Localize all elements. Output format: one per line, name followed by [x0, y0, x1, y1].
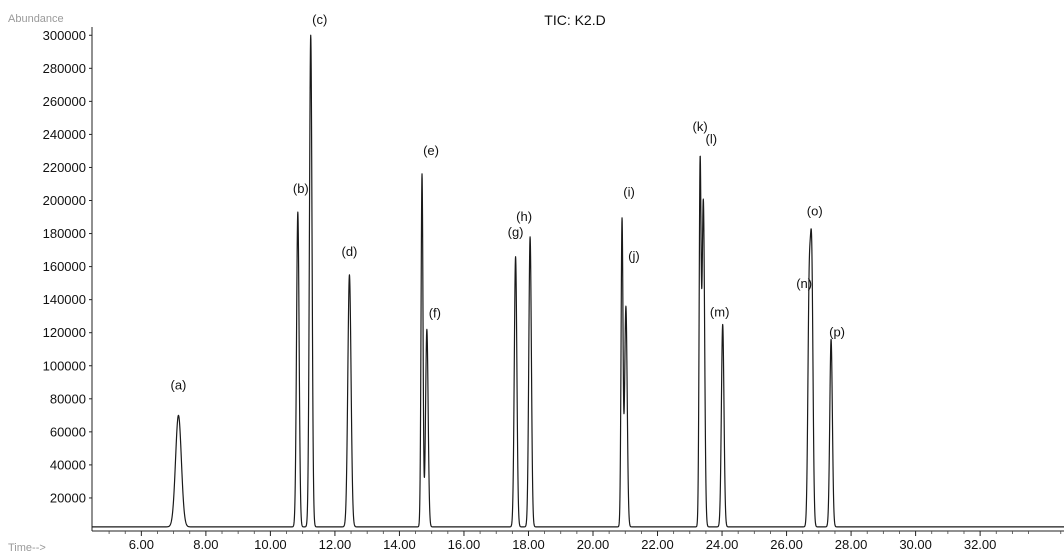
x-tick-label: 24.00: [706, 537, 739, 552]
chart-title: TIC: K2.D: [544, 12, 605, 28]
x-axis-ticks: 6.00 8.00 10.00 12.00 14.00 16.00 18.00 20.00 22…: [108, 531, 1062, 552]
peak-label: (l): [706, 132, 718, 147]
y-tick-label: 100000: [43, 358, 86, 373]
peak-label: (b): [293, 181, 309, 196]
x-tick-label: 12.00: [319, 537, 352, 552]
tic-trace-line: [91, 34, 1064, 528]
tic-trace: [91, 34, 1064, 528]
x-tick-label: 18.00: [512, 537, 545, 552]
y-tick-label: 60000: [50, 424, 86, 439]
peak-label: (p): [829, 324, 845, 339]
peak-label: (m): [710, 304, 730, 319]
y-tick-label: 280000: [43, 61, 86, 76]
x-tick-label: 10.00: [254, 537, 287, 552]
y-tick-label: 180000: [43, 226, 86, 241]
peak-label: (g): [508, 225, 524, 240]
axes: [91, 27, 1064, 532]
y-tick-label: 160000: [43, 259, 86, 274]
y-tick-label: 80000: [50, 391, 86, 406]
x-axis-label: Time-->: [8, 542, 46, 554]
peak-label: (k): [693, 119, 708, 134]
y-tick-label: 240000: [43, 127, 86, 142]
y-axis-ticks: 20000 40000 60000 80000 100000 120000 140000 16…: [43, 28, 92, 505]
y-tick-label: 40000: [50, 457, 86, 472]
peak-labels: (a) (b) (c) (d) (e) (f) (g)(h) (i) (j) (k)(l) (m) (…: [171, 12, 846, 392]
peak-label: (a): [171, 377, 187, 392]
y-tick-label: 120000: [43, 325, 86, 340]
peak-label: (n): [796, 276, 812, 291]
peak-label: (h): [516, 209, 532, 224]
x-tick-label: 16.00: [448, 537, 481, 552]
peak-label: (i): [623, 184, 635, 199]
x-tick-label: 32.00: [964, 537, 997, 552]
x-tick-label: 14.00: [383, 537, 416, 552]
y-axis-label: Abundance: [8, 13, 64, 25]
x-tick-label: 22.00: [641, 537, 674, 552]
x-tick-label: 8.00: [193, 537, 218, 552]
peak-label: (e): [423, 143, 439, 158]
y-tick-label: 200000: [43, 193, 86, 208]
y-tick-label: 140000: [43, 292, 86, 307]
x-tick-label: 6.00: [129, 537, 154, 552]
peak-label: (f): [429, 305, 441, 320]
x-tick-label: 20.00: [577, 537, 610, 552]
y-tick-label: 260000: [43, 94, 86, 109]
y-tick-label: 300000: [43, 28, 86, 43]
y-tick-label: 20000: [50, 490, 86, 505]
peak-label: (j): [628, 248, 640, 263]
x-tick-label: 26.00: [770, 537, 803, 552]
x-tick-label: 30.00: [899, 537, 932, 552]
y-tick-label: 220000: [43, 160, 86, 175]
peak-label: (d): [341, 244, 357, 259]
x-tick-label: 28.00: [835, 537, 868, 552]
peak-label: (c): [312, 12, 327, 27]
peak-label: (o): [807, 204, 823, 219]
